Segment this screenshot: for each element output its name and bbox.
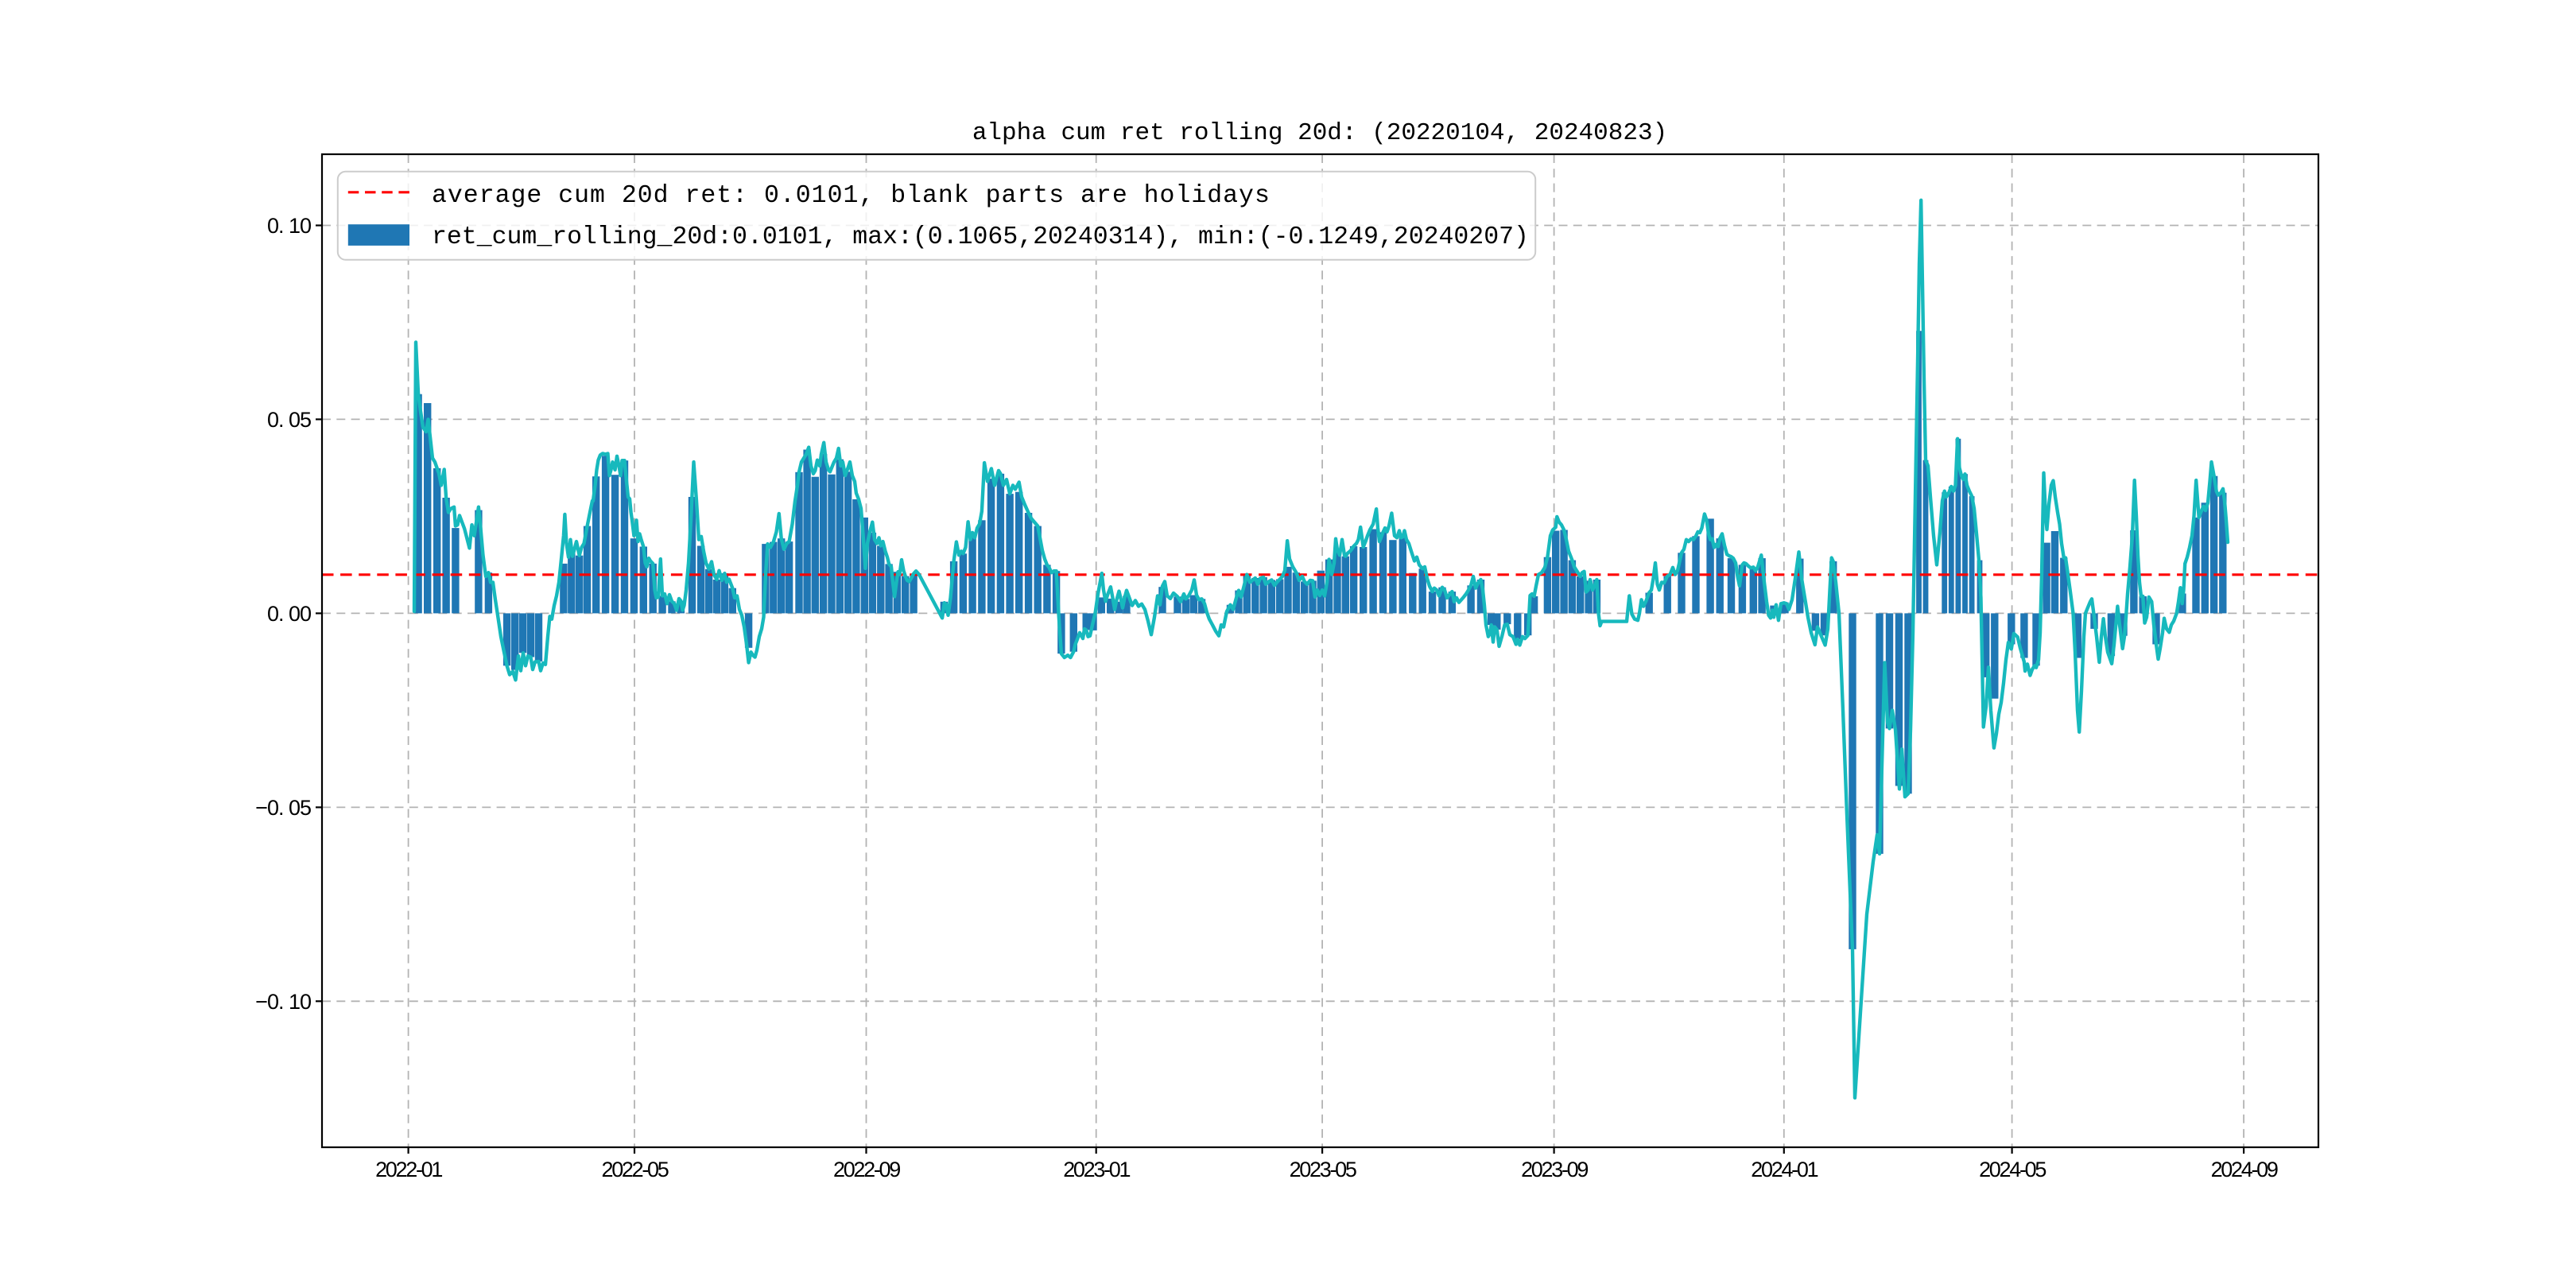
svg-text:−0. 05: −0. 05 bbox=[255, 796, 311, 820]
svg-text:−0. 10: −0. 10 bbox=[255, 990, 311, 1014]
svg-text:alpha cum ret rolling 20d: (20: alpha cum ret rolling 20d: (20220104, 20… bbox=[972, 119, 1667, 147]
svg-text:2024-01: 2024-01 bbox=[1751, 1158, 1818, 1181]
svg-text:average cum 20d ret: 0.0101, b: average cum 20d ret: 0.0101, blank parts… bbox=[432, 182, 1271, 210]
svg-text:2024-09: 2024-09 bbox=[2211, 1158, 2278, 1181]
svg-text:2023-09: 2023-09 bbox=[1521, 1158, 1588, 1181]
svg-text:2022-09: 2022-09 bbox=[833, 1158, 900, 1181]
svg-text:2023-01: 2023-01 bbox=[1063, 1158, 1130, 1181]
svg-text:0. 00: 0. 00 bbox=[267, 602, 311, 626]
svg-text:ret_cum_rolling_20d:0.0101, ma: ret_cum_rolling_20d:0.0101, max:(0.1065,… bbox=[432, 223, 1529, 251]
svg-text:2023-05: 2023-05 bbox=[1290, 1158, 1356, 1181]
svg-text:0. 05: 0. 05 bbox=[267, 408, 311, 432]
svg-text:2022-05: 2022-05 bbox=[602, 1158, 669, 1181]
svg-text:2022-01: 2022-01 bbox=[375, 1158, 442, 1181]
svg-text:0. 10: 0. 10 bbox=[267, 214, 311, 238]
svg-text:2024-05: 2024-05 bbox=[1979, 1158, 2046, 1181]
